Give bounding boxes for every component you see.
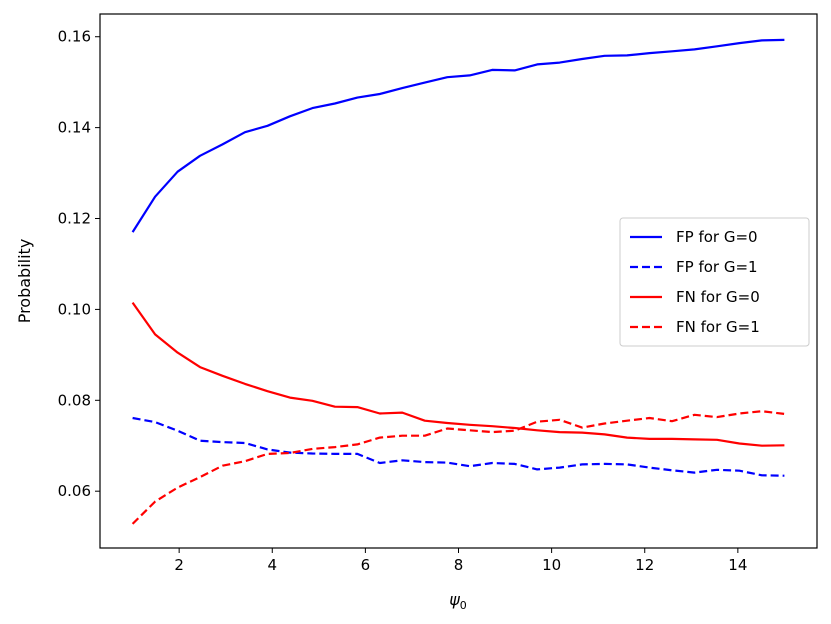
legend: FP for G=0 FP for G=1 FN for G=0 FN for G=1 — [619, 217, 810, 347]
x-tick-label: 2 — [174, 556, 184, 574]
series-line-3 — [131, 301, 785, 447]
x-tick-label: 12 — [635, 556, 654, 574]
legend-entry-label: FN for G=0 — [676, 288, 760, 306]
x-tick-label: 4 — [267, 556, 277, 574]
y-tick-label: 0.14 — [58, 119, 91, 137]
x-axis-label: ψ0 — [449, 590, 467, 612]
plot-frame — [99, 13, 818, 549]
x-tick-label: 6 — [361, 556, 371, 574]
x-tick-label: 8 — [454, 556, 464, 574]
x-axis-label-symbol: ψ — [449, 590, 460, 609]
legend-entry-label: FN for G=1 — [676, 318, 760, 336]
axis-ticks: 2 4 6 8 10 12 14 0.06 0.08 0.10 0.12 0.14 0.16 — [58, 28, 748, 574]
y-tick-label: 0.16 — [58, 28, 91, 46]
y-axis-label: Probability — [15, 239, 34, 324]
legend-box — [619, 217, 810, 347]
series-line-4 — [131, 410, 785, 525]
y-tick-label: 0.10 — [58, 300, 91, 318]
legend-entry-label: FP for G=0 — [676, 228, 758, 246]
series-lines — [131, 38, 785, 525]
y-tick-label: 0.08 — [58, 391, 91, 409]
series-line-1 — [131, 38, 785, 233]
x-tick-label: 14 — [728, 556, 747, 574]
y-tick-label: 0.06 — [58, 482, 91, 500]
x-axis-label-subscript: 0 — [460, 599, 467, 612]
legend-entry-label: FP for G=1 — [676, 258, 758, 276]
x-tick-label: 10 — [542, 556, 561, 574]
series-line-2 — [132, 416, 785, 477]
y-tick-label: 0.12 — [58, 210, 91, 228]
